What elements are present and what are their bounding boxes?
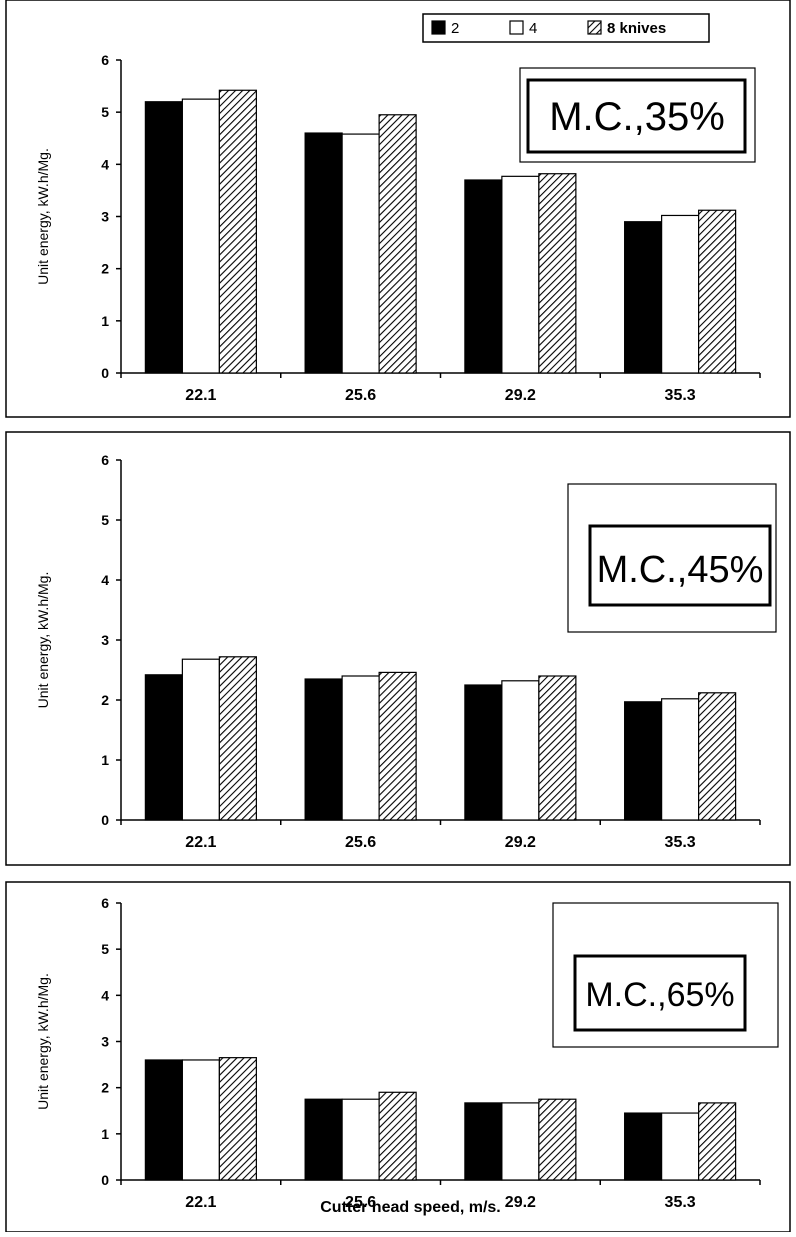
x-tick-label: 29.2 bbox=[505, 834, 536, 851]
y-axis-label: Unit energy, kW.h/Mg. bbox=[35, 572, 51, 709]
bar-2 bbox=[144, 1059, 183, 1181]
y-tick-label: 3 bbox=[101, 1034, 109, 1050]
annotation-text: M.C.,45% bbox=[597, 549, 764, 591]
bar-8-knives bbox=[378, 671, 417, 821]
x-tick-label: 35.3 bbox=[665, 387, 696, 404]
bar-4 bbox=[341, 675, 380, 821]
bar-8-knives bbox=[538, 675, 577, 821]
bar-2 bbox=[624, 701, 663, 821]
panel-frame bbox=[5, 0, 791, 418]
y-tick-label: 5 bbox=[101, 104, 109, 120]
y-tick-label: 0 bbox=[101, 812, 109, 828]
bar-2 bbox=[304, 678, 343, 821]
legend: 2 4 8 knives bbox=[422, 13, 710, 43]
y-tick-label: 4 bbox=[101, 156, 109, 172]
x-axis-title: Cutter head speed, m/s. bbox=[320, 1199, 501, 1216]
bar-4 bbox=[181, 98, 220, 374]
bar-8-knives bbox=[698, 692, 737, 821]
x-tick-label: 25.6 bbox=[345, 387, 376, 404]
chart-panel: 0 1 2 3 4 5 6 22.1 25.6 29.2 35.3 Unit energy, kW.h… bbox=[5, 431, 791, 866]
legend-box bbox=[422, 13, 710, 43]
bar-8-knives bbox=[218, 656, 257, 821]
y-axis-label: Unit energy, kW.h/Mg. bbox=[35, 148, 51, 285]
y-tick-label: 2 bbox=[101, 1080, 109, 1096]
x-tick-label: 22.1 bbox=[185, 1194, 216, 1211]
chart-panel: 0 1 2 3 4 5 6 22.1 25.6 29.2 35.3 Unit energy, kW.h… bbox=[5, 881, 791, 1233]
legend-label-8-knives: 8 knives bbox=[607, 20, 666, 37]
annotation-text: M.C.,65% bbox=[585, 976, 734, 1014]
legend-swatch-2 bbox=[431, 20, 446, 35]
y-axis-label: Unit energy, kW.h/Mg. bbox=[35, 973, 51, 1110]
annotation-inner-box bbox=[588, 524, 772, 607]
panel-frame bbox=[5, 431, 791, 866]
y-tick-label: 6 bbox=[101, 52, 109, 68]
bar-4 bbox=[501, 175, 540, 374]
y-tick-label: 0 bbox=[101, 1172, 109, 1188]
y-tick-label: 5 bbox=[101, 512, 109, 528]
x-tick-label: 25.6 bbox=[345, 1194, 376, 1211]
x-tick-label: 22.1 bbox=[185, 834, 216, 851]
bar-4 bbox=[501, 680, 540, 821]
legend-label-2: 2 bbox=[451, 20, 459, 37]
bar-2 bbox=[144, 101, 183, 374]
bar-8-knives bbox=[378, 114, 417, 374]
bar-4 bbox=[181, 1059, 220, 1181]
bar-2 bbox=[304, 1098, 343, 1181]
bar-2 bbox=[624, 1112, 663, 1181]
y-tick-label: 6 bbox=[101, 895, 109, 911]
y-tick-label: 5 bbox=[101, 941, 109, 957]
bar-4 bbox=[661, 698, 700, 821]
legend-swatch-4 bbox=[509, 20, 524, 35]
y-tick-label: 1 bbox=[101, 752, 109, 768]
bar-8-knives bbox=[538, 1098, 577, 1181]
y-tick-label: 6 bbox=[101, 452, 109, 468]
annotation-inner-box bbox=[526, 78, 747, 154]
x-tick-label: 25.6 bbox=[345, 834, 376, 851]
bar-8-knives bbox=[218, 1057, 257, 1181]
bar-8-knives bbox=[218, 89, 257, 374]
bar-4 bbox=[341, 133, 380, 374]
y-tick-label: 4 bbox=[101, 987, 109, 1003]
y-tick-label: 0 bbox=[101, 365, 109, 381]
y-tick-label: 3 bbox=[101, 632, 109, 648]
charts-layer: 0 1 2 3 4 5 6 22.1 25.6 29.2 35.3 Unit energy, kW.h… bbox=[5, 0, 791, 1233]
x-tick-label: 29.2 bbox=[505, 387, 536, 404]
y-tick-label: 1 bbox=[101, 313, 109, 329]
bar-2 bbox=[464, 684, 503, 821]
chart-panel: 0 1 2 3 4 5 6 22.1 25.6 29.2 35.3 Unit energy, kW.h… bbox=[5, 0, 791, 418]
annotation-inner-box bbox=[573, 954, 747, 1032]
y-tick-label: 2 bbox=[101, 692, 109, 708]
x-tick-label: 29.2 bbox=[505, 1194, 536, 1211]
bar-2 bbox=[464, 1102, 503, 1181]
y-tick-label: 4 bbox=[101, 572, 109, 588]
bar-2 bbox=[304, 132, 343, 374]
bar-4 bbox=[341, 1098, 380, 1181]
bar-8-knives bbox=[538, 173, 577, 374]
bar-2 bbox=[144, 674, 183, 821]
bar-4 bbox=[661, 214, 700, 374]
legend-swatch-8-knives bbox=[587, 20, 602, 35]
bar-2 bbox=[624, 221, 663, 374]
bar-2 bbox=[464, 179, 503, 374]
bar-8-knives bbox=[378, 1091, 417, 1181]
bar-4 bbox=[501, 1102, 540, 1181]
x-tick-label: 35.3 bbox=[665, 834, 696, 851]
y-tick-label: 3 bbox=[101, 209, 109, 225]
y-tick-label: 1 bbox=[101, 1126, 109, 1142]
x-tick-label: 22.1 bbox=[185, 387, 216, 404]
x-tick-label: 35.3 bbox=[665, 1194, 696, 1211]
legend-label-4: 4 bbox=[529, 20, 537, 37]
bar-8-knives bbox=[698, 209, 737, 374]
annotation-text: M.C.,35% bbox=[549, 95, 725, 139]
bar-4 bbox=[661, 1112, 700, 1181]
bar-4 bbox=[181, 658, 220, 821]
y-tick-label: 2 bbox=[101, 261, 109, 277]
bar-8-knives bbox=[698, 1102, 737, 1181]
